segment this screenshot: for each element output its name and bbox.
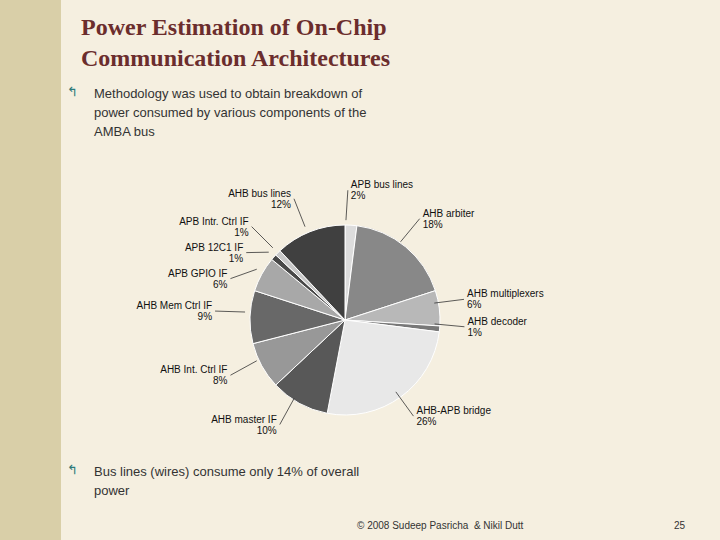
- html-text:Bus lines (wires) consume only: Bus lines (wires) consume only 14% of ov…: [94, 464, 360, 498]
- svg-text:AHB multiplexers6%: AHB multiplexers6%: [467, 288, 544, 310]
- svg-text:AHB master IF10%: AHB master IF10%: [211, 414, 277, 436]
- svg-text:APB bus lines2%: APB bus lines2%: [351, 179, 413, 201]
- svg-text:AHB Mem Ctrl IF9%: AHB Mem Ctrl IF9%: [136, 300, 212, 322]
- html-text:25: 25: [674, 520, 686, 531]
- svg-text:AHB arbiter18%: AHB arbiter18%: [423, 208, 475, 230]
- svg-text:AHB Int. Ctrl IF8%: AHB Int. Ctrl IF8%: [160, 364, 227, 386]
- svg-text:AHB decoder1%: AHB decoder1%: [467, 316, 527, 338]
- svg-text:APB GPIO IF6%: APB GPIO IF6%: [168, 268, 228, 290]
- html-text:Power Estimation of On-Chip: Power Estimation of On-Chip: [81, 14, 387, 40]
- svg-text:AHB-APB bridge26%: AHB-APB bridge26%: [416, 405, 491, 427]
- html-text:Methodology was used to obtain: Methodology was used to obtain breakdown…: [94, 86, 367, 139]
- svg-text:AHB bus lines12%: AHB bus lines12%: [228, 188, 291, 210]
- html-text:Communication Architectures: Communication Architectures: [81, 45, 391, 71]
- svg-text:APB 12C1 IF1%: APB 12C1 IF1%: [185, 242, 243, 264]
- svg-text:APB Intr. Ctrl IF1%: APB Intr. Ctrl IF1%: [179, 216, 249, 238]
- html-text:© 2008 Sudeep Pasricha & Nikil: © 2008 Sudeep Pasricha & Nikil Dutt: [357, 520, 524, 531]
